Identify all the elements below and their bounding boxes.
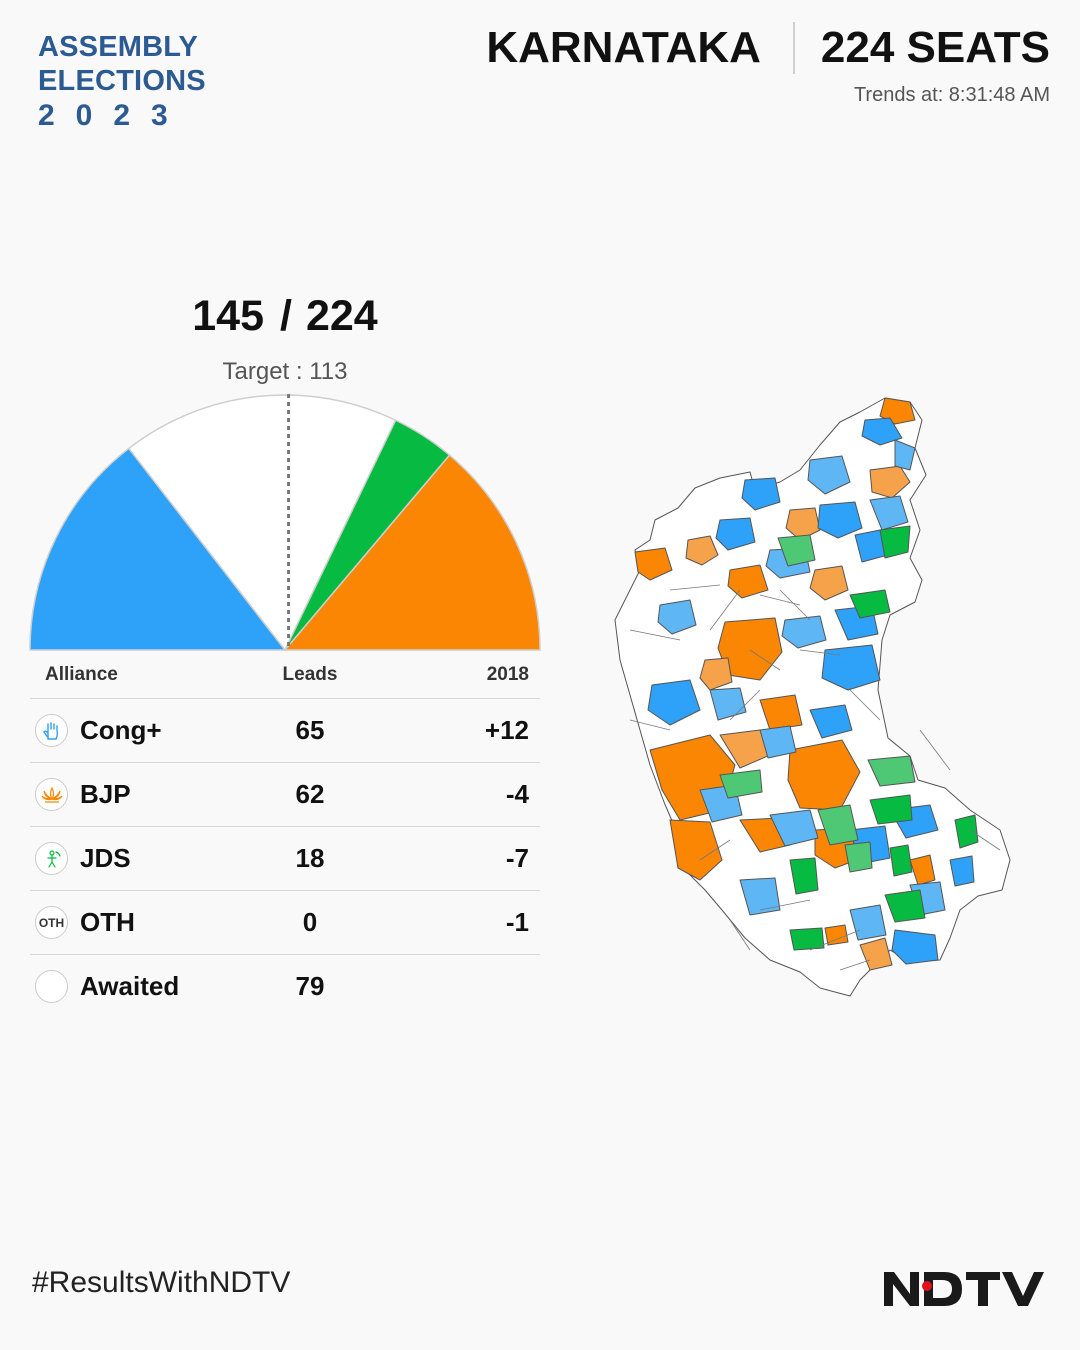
table-row-awaited: Awaited 79 <box>30 955 540 1018</box>
header: KARNATAKA 224 SEATS Trends at: 8:31:48 A… <box>486 22 1050 107</box>
party-name: OTH <box>80 907 135 937</box>
header-2018: 2018 <box>486 664 529 685</box>
hashtag: #ResultsWithNDTV <box>32 1266 291 1299</box>
table-row-jds: JDS 18 -7 <box>30 827 540 891</box>
slice-bjp <box>283 454 541 651</box>
leads-value: 65 <box>295 715 325 745</box>
header-alliance: Alliance <box>45 664 118 685</box>
farmer-symbol-icon <box>35 842 68 875</box>
ndtv-logo-icon <box>884 1272 1044 1306</box>
change-value: -4 <box>505 779 529 809</box>
empty-symbol-icon <box>35 970 68 1003</box>
table-row-oth: OTH OTH 0 -1 <box>30 891 540 955</box>
hand-symbol-icon <box>35 714 68 747</box>
tally-total: 224 <box>305 292 378 340</box>
table-row-cong: Cong+ 65 +12 <box>30 699 540 763</box>
party-name: BJP <box>80 779 131 809</box>
oth-symbol-icon: OTH <box>35 906 68 939</box>
party-name: Cong+ <box>80 715 162 745</box>
table-row-bjp: BJP 62 -4 <box>30 763 540 827</box>
total-seats: 224 SEATS <box>820 23 1050 72</box>
change-value: +12 <box>484 715 529 745</box>
party-name: Awaited <box>80 971 180 1001</box>
header-divider <box>792 22 795 74</box>
leads-value: 18 <box>295 843 325 873</box>
change-value: -7 <box>505 843 529 873</box>
table-header: Alliance Leads 2018 <box>30 652 540 699</box>
slice-cong <box>29 447 287 651</box>
trends-timestamp: Trends at: 8:31:48 AM <box>853 84 1050 106</box>
state-name: KARNATAKA <box>486 23 761 72</box>
brand-year: 2023 <box>38 99 189 132</box>
slice-awaited <box>127 394 397 652</box>
change-value: -1 <box>505 907 529 937</box>
assembly-elections-brand: ASSEMBLY ELECTIONS 2023 <box>38 30 206 134</box>
header-leads: Leads <box>282 664 338 685</box>
lotus-symbol-icon <box>35 778 68 811</box>
seat-semicircle-chart <box>29 394 541 652</box>
leads-value: 62 <box>295 779 325 809</box>
seat-tally: 145/224 <box>192 292 378 340</box>
leads-value: 0 <box>302 907 318 937</box>
brand-line-1: ASSEMBLY <box>38 31 199 63</box>
alliance-table: Alliance Leads 2018 Cong+ 65 +12 BJP 62 … <box>30 652 540 1018</box>
karnataka-constituency-map <box>614 397 1011 997</box>
majority-target: Target : 113 <box>222 358 348 385</box>
party-name: JDS <box>80 843 131 873</box>
tally-leads: 145 <box>192 292 265 340</box>
leads-value: 79 <box>295 971 325 1001</box>
brand-line-2: ELECTIONS <box>38 65 206 97</box>
